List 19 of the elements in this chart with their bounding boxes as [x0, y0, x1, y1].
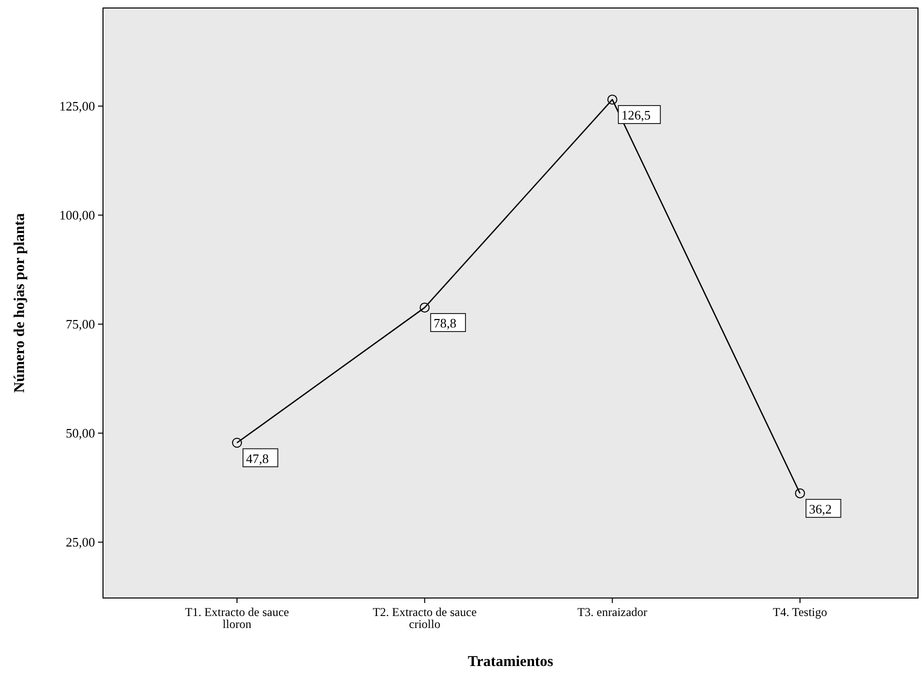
- y-tick-label: 50,00: [66, 426, 95, 441]
- data-label: 47,8: [246, 450, 269, 466]
- x-tick-label: T3. enraizador: [577, 605, 648, 619]
- y-axis-title: Número de hojas por planta: [12, 212, 28, 393]
- y-tick-label: 100,00: [59, 208, 95, 223]
- x-tick-label: T1. Extracto de sauce lloron: [185, 605, 289, 631]
- y-tick-label: 125,00: [59, 98, 95, 114]
- point: [795, 488, 805, 498]
- point: [607, 94, 618, 105]
- y-tick-label: 25,00: [66, 534, 95, 550]
- x-axis-title: Tratamientos: [468, 654, 554, 670]
- point: [232, 438, 242, 448]
- data-label: 126,5: [621, 108, 651, 123]
- point: [420, 302, 430, 313]
- x-tick-label: T2. Extracto de sauce criollo: [372, 605, 477, 631]
- y-tick-label: 75,00: [66, 316, 95, 332]
- data-label: 36,2: [809, 501, 832, 516]
- x-tick-label: T4. Testigo: [772, 605, 828, 619]
- data-label: 78,8: [434, 316, 456, 331]
